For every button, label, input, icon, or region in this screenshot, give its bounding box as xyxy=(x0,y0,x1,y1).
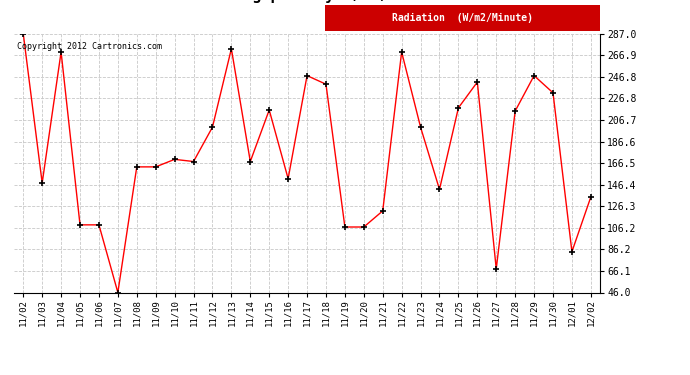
Text: Copyright 2012 Cartronics.com: Copyright 2012 Cartronics.com xyxy=(17,42,161,51)
Title: Solar Radiation Avg per Day W/m2/minute 20121202: Solar Radiation Avg per Day W/m2/minute … xyxy=(88,0,526,3)
